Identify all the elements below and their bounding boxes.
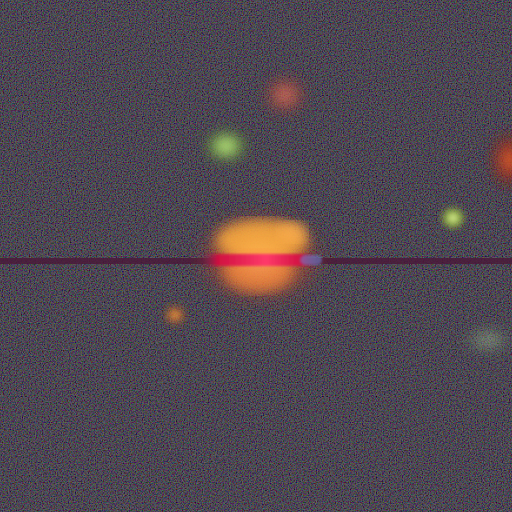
small-green-star xyxy=(439,205,467,231)
faint-green-smudge xyxy=(458,324,512,356)
pink-knot xyxy=(261,73,309,117)
green-galaxy xyxy=(200,126,252,166)
bright-central-streak xyxy=(200,254,322,266)
orange-blob xyxy=(161,302,189,328)
red-edge-source xyxy=(488,130,512,190)
